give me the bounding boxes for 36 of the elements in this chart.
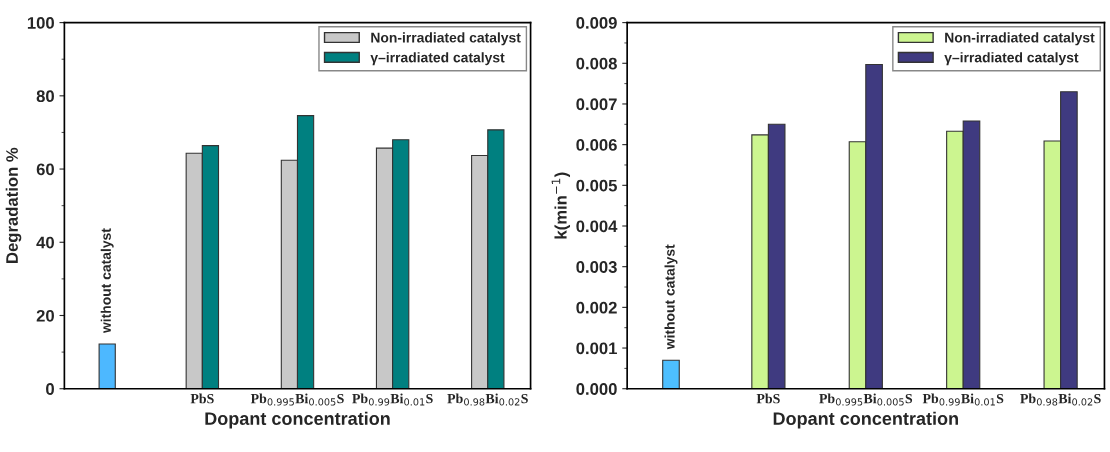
- y-tick-label: 0.000: [576, 383, 617, 395]
- y-tick-label: 0.002: [576, 301, 617, 314]
- x-tick-label: PbS: [190, 393, 214, 404]
- legend-label: γ–irradiated catalyst: [944, 52, 1079, 66]
- bar: [98, 343, 116, 389]
- x-tick-label: Pb$_{0.995}$Bi$_{0.005}$S: [819, 393, 913, 406]
- legend-label: γ–irradiated catalyst: [370, 52, 505, 66]
- y-tick-label: 0.003: [576, 261, 617, 273]
- y-tick-label: 0.007: [576, 98, 617, 111]
- y-axis-title: k(min$^{−1}$): [551, 172, 571, 239]
- x-tick-label: Pb$_{0.99}$Bi$_{0.01}$S: [922, 393, 1004, 406]
- x-tick-label: Pb$_{0.98}$Bi$_{0.02}$S: [1020, 393, 1101, 406]
- x-tick-label: Pb$_{0.995}$Bi$_{0.005}$S: [250, 393, 344, 406]
- y-tick-label: 20: [36, 309, 54, 322]
- y-tick-label: 100: [27, 17, 54, 29]
- bar: [662, 359, 680, 389]
- y-axis-title: Degradation %: [5, 147, 22, 263]
- legend-label: Non-irradiated catalyst: [945, 32, 1095, 46]
- x-tick-label: Pb$_{0.98}$Bi$_{0.02}$S: [447, 393, 528, 406]
- x-tick-label: PbS: [756, 393, 780, 404]
- x-tick-label: Pb$_{0.99}$Bi$_{0.01}$S: [352, 393, 433, 406]
- y-tick-label: 0.004: [576, 220, 618, 233]
- y-tick-label: 0: [46, 383, 54, 395]
- y-tick-label: 40: [36, 236, 54, 249]
- y-tick-label: 80: [36, 90, 54, 103]
- y-tick-label: 0.008: [576, 57, 617, 70]
- annotation: without catalyst: [664, 244, 678, 350]
- x-axis-title: Dopant concentration: [773, 411, 958, 429]
- y-tick-label: 0.006: [576, 139, 617, 151]
- y-tick-label: 60: [36, 163, 54, 176]
- x-axis-title: Dopant concentration: [205, 411, 390, 429]
- y-tick-label: 0.005: [576, 179, 617, 192]
- y-tick-label: 0.009: [576, 17, 617, 29]
- legend-label: Non-irradiated catalyst: [371, 32, 521, 46]
- y-tick-label: 0.001: [576, 342, 617, 355]
- annotation: without catalyst: [100, 228, 114, 334]
